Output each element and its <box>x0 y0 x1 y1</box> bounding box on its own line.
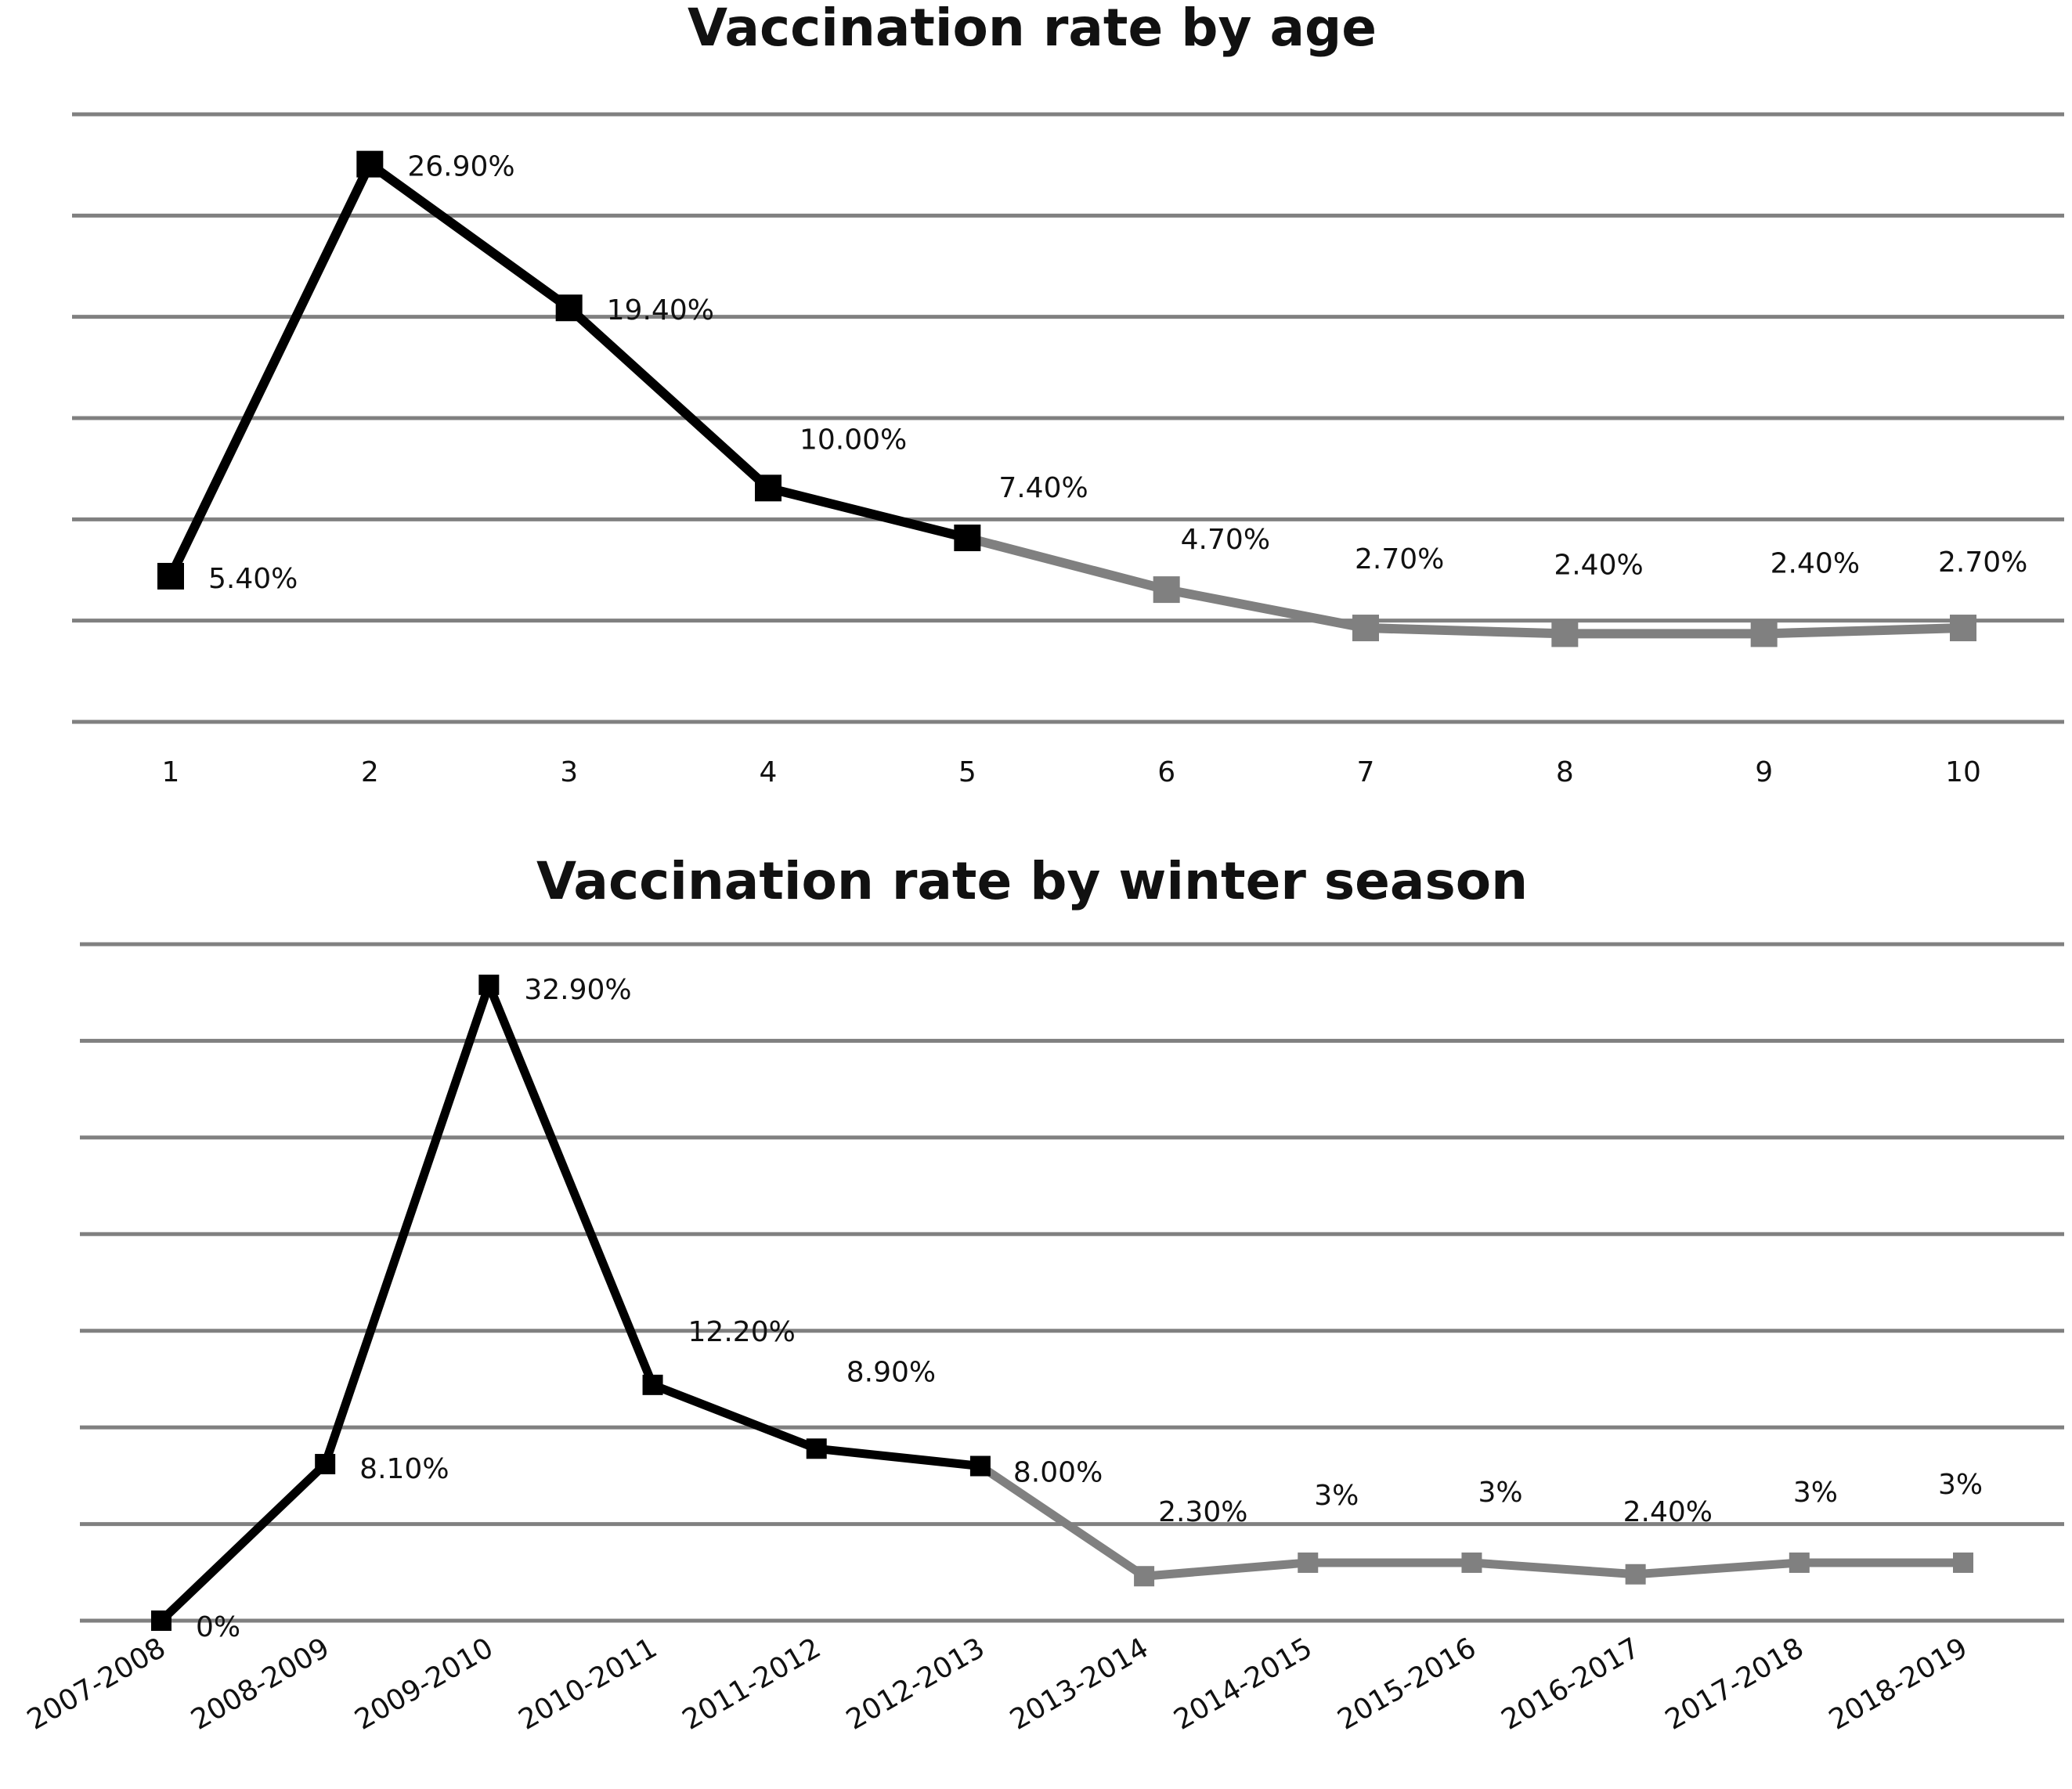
season-tick-label: 2007-2008 <box>22 1632 171 1737</box>
age-series-segment <box>365 159 574 313</box>
season-tick-label: 2010-2011 <box>514 1632 662 1737</box>
age-series-segment <box>564 303 773 493</box>
season-data-label: 8.90% <box>846 1356 936 1388</box>
season-series-segment <box>484 980 658 1390</box>
season-tick-label: 2013-2014 <box>1005 1632 1153 1737</box>
age-tick-label: 7 <box>1357 756 1375 788</box>
age-data-label: 10.00% <box>800 424 907 456</box>
season-tick-label: 2017-2018 <box>1660 1632 1809 1737</box>
season-series-segment <box>1631 1558 1804 1579</box>
season-data-point <box>151 1610 171 1631</box>
season-data-point <box>1298 1552 1319 1573</box>
season-data-point <box>315 1454 336 1475</box>
age-data-label: 4.70% <box>1181 524 1270 556</box>
season-data-label: 8.00% <box>1013 1457 1103 1489</box>
season-series-segment <box>1139 1558 1312 1581</box>
season-tick-label: 2014-2015 <box>1168 1632 1317 1737</box>
season-line-chart: 0% 8.10% 32.90% 12.20% 8.90% 8.00% 2.30% 3% 3% 2.… <box>22 942 2064 1737</box>
season-data-label: 2.40% <box>1623 1496 1713 1528</box>
season-data-label: 32.90% <box>524 974 631 1006</box>
age-data-label: 26.90% <box>407 151 514 183</box>
age-tick-label: 5 <box>958 756 976 788</box>
season-data-point <box>1134 1566 1155 1587</box>
age-data-point <box>157 562 184 590</box>
age-data-point <box>555 294 583 322</box>
age-tick-label: 8 <box>1556 756 1574 788</box>
season-data-point <box>478 974 500 995</box>
season-tick-label: 2015-2016 <box>1333 1632 1482 1737</box>
season-tick-label: 2018-2019 <box>1824 1632 1973 1737</box>
age-series-segment <box>1361 623 1570 639</box>
age-data-point <box>1950 615 1976 642</box>
age-data-label: 5.40% <box>208 563 298 595</box>
season-series-segment <box>648 1380 821 1453</box>
season-data-point <box>1625 1564 1646 1585</box>
age-data-label: 2.40% <box>1771 547 1860 579</box>
season-data-point <box>642 1374 663 1395</box>
season-series-segment <box>812 1444 985 1471</box>
age-data-label: 2.70% <box>1355 543 1444 575</box>
age-tick-label: 10 <box>1945 756 1981 788</box>
season-data-label: 8.10% <box>359 1453 449 1485</box>
age-series-segment <box>1161 585 1370 633</box>
season-tick-label: 2016-2017 <box>1496 1632 1645 1737</box>
season-tick-label: 2008-2009 <box>186 1632 334 1737</box>
age-data-point <box>1551 620 1579 647</box>
age-line-chart: 5.40% 26.90% 19.40% 10.00% 7.40% 4.70% 2.70% 2.… <box>72 112 2064 788</box>
season-data-point <box>1953 1552 1973 1573</box>
age-data-point <box>755 474 782 502</box>
age-data-label: 2.70% <box>1938 546 2027 579</box>
season-series-segment <box>320 980 493 1469</box>
season-tick-label: 2012-2013 <box>841 1632 990 1737</box>
season-tick-label: 2009-2010 <box>349 1632 498 1737</box>
season-data-label: 3% <box>1478 1477 1522 1509</box>
age-tick-label: 9 <box>1755 756 1773 788</box>
season-tick-label: 2011-2012 <box>677 1632 826 1737</box>
season-data-label: 3% <box>1938 1469 1983 1501</box>
season-data-label: 3% <box>1314 1480 1359 1512</box>
age-series-segment <box>763 483 973 543</box>
season-data-label: 2.30% <box>1158 1496 1247 1528</box>
age-tick-label: 2 <box>361 756 379 788</box>
chart1-title: Vaccination rate by age <box>688 0 1377 58</box>
season-series-segment <box>976 1462 1149 1581</box>
season-series-segment <box>1467 1558 1641 1579</box>
age-data-point <box>1153 576 1180 604</box>
season-data-label: 12.20% <box>688 1316 796 1348</box>
age-data-point <box>954 524 981 551</box>
age-series-segment <box>1759 623 1968 639</box>
age-data-label: 7.40% <box>998 472 1088 504</box>
age-series-segment <box>166 159 375 581</box>
age-data-label: 19.40% <box>607 294 714 326</box>
season-data-label: 0% <box>196 1611 240 1643</box>
season-data-point <box>1789 1552 1810 1573</box>
age-tick-label: 4 <box>760 756 778 788</box>
season-data-point <box>806 1438 827 1459</box>
age-data-label: 2.40% <box>1554 549 1643 581</box>
age-data-point <box>1352 615 1379 642</box>
age-data-point <box>1750 620 1778 647</box>
age-tick-label: 1 <box>162 756 180 788</box>
age-tick-label: 6 <box>1157 756 1175 788</box>
age-series-segment <box>962 532 1171 595</box>
chart2-title: Vaccination rate by winter season <box>536 851 1528 911</box>
season-data-point <box>969 1455 991 1477</box>
season-data-point <box>1461 1552 1482 1573</box>
age-tick-label: 3 <box>560 756 578 788</box>
age-data-point <box>356 150 384 178</box>
season-series-segment <box>157 1459 330 1625</box>
season-data-label: 3% <box>1793 1477 1838 1509</box>
